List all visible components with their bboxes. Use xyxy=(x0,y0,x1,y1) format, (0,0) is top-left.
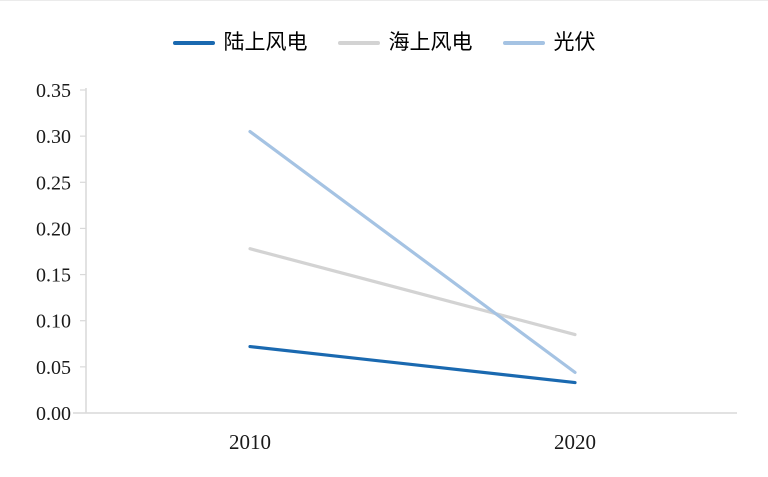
y-tick-label: 0.10 xyxy=(36,311,71,333)
y-tick-label: 0.15 xyxy=(36,265,71,287)
x-category-label: 2020 xyxy=(554,430,596,454)
series-line-solar-pv xyxy=(248,129,577,374)
legend-swatch-onshore-wind xyxy=(172,40,215,45)
x-category-label: 2010 xyxy=(229,430,271,454)
y-tick-label: 0.00 xyxy=(36,403,71,425)
y-tick-label: 0.35 xyxy=(36,80,71,102)
legend-swatch-solar-pv xyxy=(502,40,545,45)
y-tick-label: 0.20 xyxy=(36,218,71,240)
legend-item-solar-pv: 光伏 xyxy=(502,30,596,54)
legend: 陆上风电 海上风电 光伏 xyxy=(0,32,768,53)
legend-label-offshore-wind: 海上风电 xyxy=(388,30,473,54)
legend-label-onshore-wind: 陆上风电 xyxy=(223,30,308,54)
y-tick-label: 0.30 xyxy=(36,126,71,148)
legend-label-solar-pv: 光伏 xyxy=(553,30,596,54)
series-line-onshore-wind xyxy=(248,344,577,385)
legend-item-onshore-wind: 陆上风电 xyxy=(172,30,308,54)
top-divider-line xyxy=(0,0,768,1)
legend-item-offshore-wind: 海上风电 xyxy=(337,30,473,54)
y-tick-label: 0.05 xyxy=(36,357,71,379)
y-tick-label: 0.25 xyxy=(36,172,71,194)
series-line-offshore-wind xyxy=(248,247,577,337)
legend-swatch-offshore-wind xyxy=(337,40,380,45)
